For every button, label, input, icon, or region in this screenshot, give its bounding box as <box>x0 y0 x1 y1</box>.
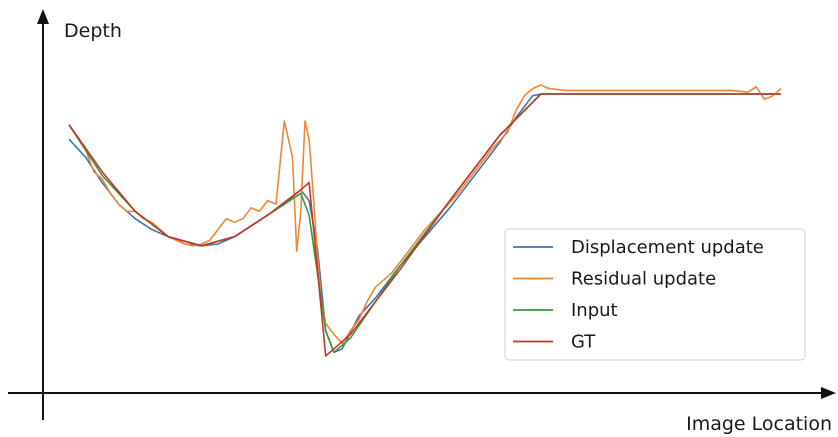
legend-items: Displacement update Residual update Input G… <box>513 237 764 353</box>
series-line-gt <box>68 93 781 357</box>
series-layer <box>68 84 782 357</box>
legend-frame <box>504 228 806 361</box>
y-axis-label: Depth <box>64 20 122 42</box>
x-axis-label: Image Location <box>686 413 832 435</box>
legend: Displacement update Residual update Input G… <box>504 228 806 361</box>
legend-label-gt: GT <box>571 332 596 353</box>
legend-label-residual-update: Residual update <box>571 269 716 290</box>
legend-label-displacement-update: Displacement update <box>571 237 764 258</box>
legend-label-input: Input <box>571 300 618 321</box>
y-axis-arrow-icon <box>37 9 49 24</box>
x-axis-arrow-icon <box>821 387 836 399</box>
series-line-displacement-update <box>68 93 781 354</box>
